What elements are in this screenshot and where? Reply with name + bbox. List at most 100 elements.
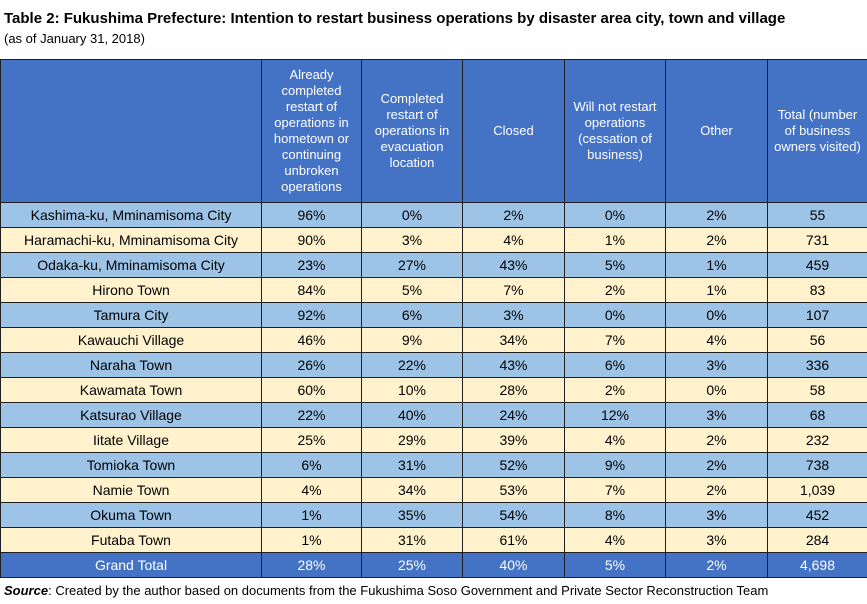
will-not-restart-cell: 1% [564, 227, 666, 253]
total-cell: 336 [767, 352, 867, 378]
restarted-hometown-cell: 90% [261, 227, 362, 253]
will-not-restart-cell: 0% [564, 202, 666, 228]
will-not-restart-cell: 9% [564, 452, 666, 478]
closed-cell: 4% [462, 227, 565, 253]
will-not-restart-cell: 5% [564, 552, 666, 578]
will-not-restart-cell: 4% [564, 527, 666, 553]
restarted-evacuation-cell: 29% [361, 427, 463, 453]
table-row: Okuma Town 1% 35% 54% 8% 3% 452 [0, 502, 867, 528]
closed-cell: 52% [462, 452, 565, 478]
closed-cell: 40% [462, 552, 565, 578]
area-name-cell: Katsurao Village [0, 402, 262, 428]
restarted-hometown-cell: 25% [261, 427, 362, 453]
grand-total-row: Grand Total 28% 25% 40% 5% 2% 4,698 [0, 552, 867, 578]
table-body: Kashima-ku, Mminamisoma City 96% 0% 2% 0% 2% 5… [0, 202, 867, 578]
area-name-cell: Tamura City [0, 302, 262, 328]
closed-cell: 43% [462, 252, 565, 278]
restarted-hometown-cell: 84% [261, 277, 362, 303]
area-name-cell: Iitate Village [0, 427, 262, 453]
restarted-hometown-cell: 23% [261, 252, 362, 278]
table-row: Katsurao Village 22% 40% 24% 12% 3% 68 [0, 402, 867, 428]
total-cell: 232 [767, 427, 867, 453]
table-row: Namie Town 4% 34% 53% 7% 2% 1,039 [0, 477, 867, 503]
table-row: Kawamata Town 60% 10% 28% 2% 0% 58 [0, 377, 867, 403]
column-header-total: Total (number of business owners visited… [767, 59, 867, 203]
total-cell: 83 [767, 277, 867, 303]
area-name-cell: Odaka-ku, Mminamisoma City [0, 252, 262, 278]
other-cell: 2% [665, 202, 768, 228]
area-name-cell: Okuma Town [0, 502, 262, 528]
table-title: Table 2: Fukushima Prefecture: Intention… [4, 10, 786, 27]
will-not-restart-cell: 12% [564, 402, 666, 428]
restarted-evacuation-cell: 34% [361, 477, 463, 503]
other-cell: 2% [665, 452, 768, 478]
area-name-cell: Hirono Town [0, 277, 262, 303]
restarted-evacuation-cell: 6% [361, 302, 463, 328]
restarted-evacuation-cell: 22% [361, 352, 463, 378]
restarted-hometown-cell: 1% [261, 527, 362, 553]
column-header-will-not-restart: Will not restart operations (cessation o… [564, 59, 666, 203]
area-name-cell: Tomioka Town [0, 452, 262, 478]
column-header-other: Other [665, 59, 768, 203]
other-cell: 0% [665, 302, 768, 328]
closed-cell: 3% [462, 302, 565, 328]
source-separator: : [48, 583, 56, 598]
total-cell: 56 [767, 327, 867, 353]
restarted-hometown-cell: 4% [261, 477, 362, 503]
will-not-restart-cell: 7% [564, 327, 666, 353]
restarted-hometown-cell: 26% [261, 352, 362, 378]
closed-cell: 28% [462, 377, 565, 403]
total-cell: 58 [767, 377, 867, 403]
closed-cell: 24% [462, 402, 565, 428]
will-not-restart-cell: 0% [564, 302, 666, 328]
closed-cell: 2% [462, 202, 565, 228]
restarted-hometown-cell: 6% [261, 452, 362, 478]
table-row: Tomioka Town 6% 31% 52% 9% 2% 738 [0, 452, 867, 478]
data-table: Already completed restart of operations … [0, 59, 867, 578]
total-cell: 107 [767, 302, 867, 328]
source-label: Source [4, 583, 49, 598]
other-cell: 3% [665, 352, 768, 378]
other-cell: 3% [665, 402, 768, 428]
restarted-hometown-cell: 60% [261, 377, 362, 403]
other-cell: 2% [665, 427, 768, 453]
restarted-evacuation-cell: 35% [361, 502, 463, 528]
other-cell: 1% [665, 277, 768, 303]
will-not-restart-cell: 2% [564, 277, 666, 303]
total-cell: 4,698 [767, 552, 867, 578]
restarted-hometown-cell: 46% [261, 327, 362, 353]
table-row: Kashima-ku, Mminamisoma City 96% 0% 2% 0% 2% 5… [0, 202, 867, 228]
area-name-cell: Namie Town [0, 477, 262, 503]
restarted-hometown-cell: 1% [261, 502, 362, 528]
restarted-evacuation-cell: 25% [361, 552, 463, 578]
table-row: Haramachi-ku, Mminamisoma City 90% 3% 4% 1% 2… [0, 227, 867, 253]
will-not-restart-cell: 5% [564, 252, 666, 278]
table-row: Hirono Town 84% 5% 7% 2% 1% 83 [0, 277, 867, 303]
will-not-restart-cell: 8% [564, 502, 666, 528]
area-name-cell: Futaba Town [0, 527, 262, 553]
restarted-evacuation-cell: 9% [361, 327, 463, 353]
other-cell: 2% [665, 477, 768, 503]
area-name-cell: Haramachi-ku, Mminamisoma City [0, 227, 262, 253]
column-header-restarted-evacuation: Completed restart of operations in evacu… [361, 59, 463, 203]
table-row: Odaka-ku, Mminamisoma City 23% 27% 43% 5% 1% 4… [0, 252, 867, 278]
total-cell: 68 [767, 402, 867, 428]
restarted-hometown-cell: 22% [261, 402, 362, 428]
will-not-restart-cell: 7% [564, 477, 666, 503]
other-cell: 2% [665, 552, 768, 578]
total-cell: 55 [767, 202, 867, 228]
other-cell: 2% [665, 227, 768, 253]
will-not-restart-cell: 4% [564, 427, 666, 453]
header-row: Already completed restart of operations … [0, 59, 867, 203]
total-cell: 284 [767, 527, 867, 553]
closed-cell: 7% [462, 277, 565, 303]
will-not-restart-cell: 6% [564, 352, 666, 378]
restarted-evacuation-cell: 31% [361, 527, 463, 553]
total-cell: 452 [767, 502, 867, 528]
other-cell: 0% [665, 377, 768, 403]
source-text: Created by the author based on documents… [55, 583, 769, 598]
restarted-hometown-cell: 96% [261, 202, 362, 228]
column-header-restarted-hometown: Already completed restart of operations … [261, 59, 362, 203]
restarted-evacuation-cell: 0% [361, 202, 463, 228]
other-cell: 3% [665, 527, 768, 553]
